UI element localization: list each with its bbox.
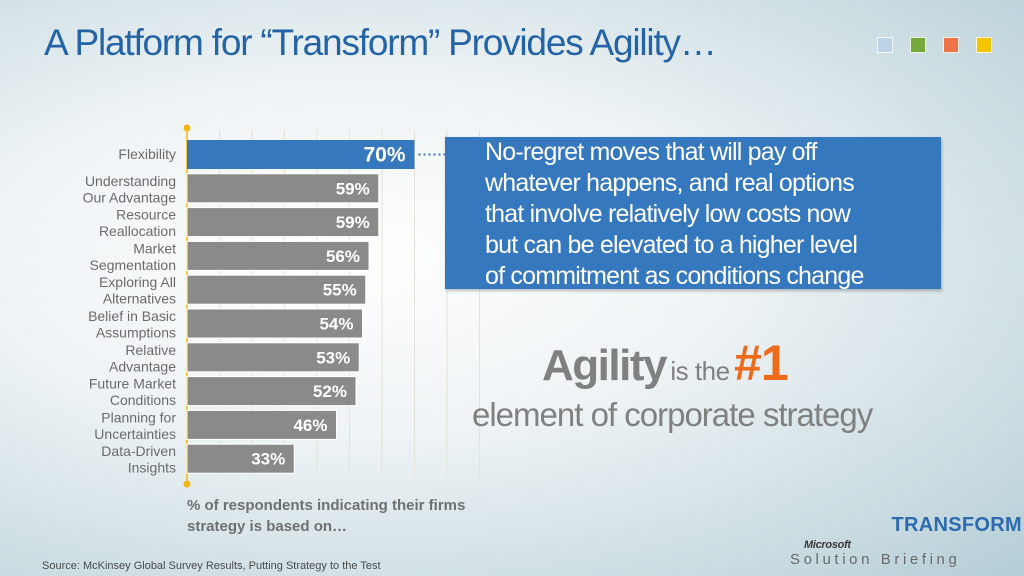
color-square bbox=[943, 37, 959, 53]
agility-rank: #1 bbox=[734, 335, 789, 391]
bar-value-label: 53% bbox=[316, 348, 350, 367]
category-label: Market Segmentation bbox=[90, 240, 177, 273]
agility-is-the: is the bbox=[670, 356, 730, 386]
bar-value-label: 46% bbox=[293, 416, 327, 435]
bar-value-label: 59% bbox=[336, 213, 370, 232]
category-label: Relative Advantage bbox=[109, 342, 176, 375]
category-label: Understanding Our Advantage bbox=[83, 173, 177, 206]
bar-value-label: 52% bbox=[313, 382, 347, 401]
callout-line: that involve relatively low costs now bbox=[485, 200, 851, 228]
bar bbox=[186, 376, 357, 407]
category-label: Data-Driven Insights bbox=[101, 443, 176, 476]
callout-line: whatever happens, and real options bbox=[485, 169, 855, 197]
bar bbox=[186, 274, 367, 305]
callout-box: No-regret moves that will pay off whatev… bbox=[445, 137, 941, 292]
bar bbox=[187, 140, 415, 169]
agility-subline: element of corporate strategy bbox=[472, 396, 873, 433]
agility-word: Agility bbox=[542, 341, 667, 390]
brand-solution-briefing: Solution Briefing bbox=[790, 551, 961, 568]
bar-value-label: 54% bbox=[319, 315, 353, 334]
bar-value-label: 33% bbox=[251, 450, 285, 469]
brand-logo: TRANSFORM Microsoft Solution Briefing bbox=[790, 514, 1022, 574]
bar bbox=[186, 240, 370, 271]
bar bbox=[186, 342, 360, 373]
color-square bbox=[877, 37, 893, 53]
category-label: Flexibility bbox=[118, 146, 176, 162]
category-label: Future Market Conditions bbox=[89, 376, 176, 409]
bar-value-label: 70% bbox=[363, 144, 405, 167]
bar bbox=[186, 443, 295, 474]
axis-dot-bottom bbox=[183, 480, 191, 488]
bar bbox=[186, 308, 363, 339]
microsoft-logo: Microsoft bbox=[804, 539, 851, 551]
callout-line: but can be elevated to a higher level bbox=[485, 231, 858, 259]
bar bbox=[186, 207, 380, 238]
bar-value-label: 55% bbox=[323, 281, 357, 300]
agility-headline: Agility is the #1 bbox=[542, 334, 789, 392]
callout-text: No-regret moves that will pay off whatev… bbox=[485, 137, 935, 292]
bar-value-label: 59% bbox=[336, 179, 370, 198]
callout-line: of commitment as conditions change bbox=[485, 262, 864, 290]
bar-value-label: 56% bbox=[326, 247, 360, 266]
source-citation: Source: McKinsey Global Survey Results, … bbox=[42, 560, 381, 572]
brand-transform: TRANSFORM bbox=[891, 514, 1022, 536]
axis-dot-top bbox=[183, 124, 191, 132]
respondents-note: % of respondents indicating their firms … bbox=[187, 497, 466, 535]
callout-line: No-regret moves that will pay off bbox=[485, 138, 817, 166]
slide-title: A Platform for “Transform” Provides Agil… bbox=[44, 22, 717, 63]
color-square bbox=[976, 37, 992, 53]
category-label: Resource Reallocation bbox=[99, 207, 176, 240]
color-square bbox=[910, 37, 926, 53]
color-squares bbox=[877, 37, 992, 53]
category-label: Planning for Uncertainties bbox=[94, 409, 176, 442]
category-label: Belief in Basic Assumptions bbox=[88, 308, 176, 341]
bar bbox=[186, 173, 380, 204]
bar bbox=[186, 409, 337, 440]
category-label: Exploring All Alternatives bbox=[99, 274, 176, 307]
